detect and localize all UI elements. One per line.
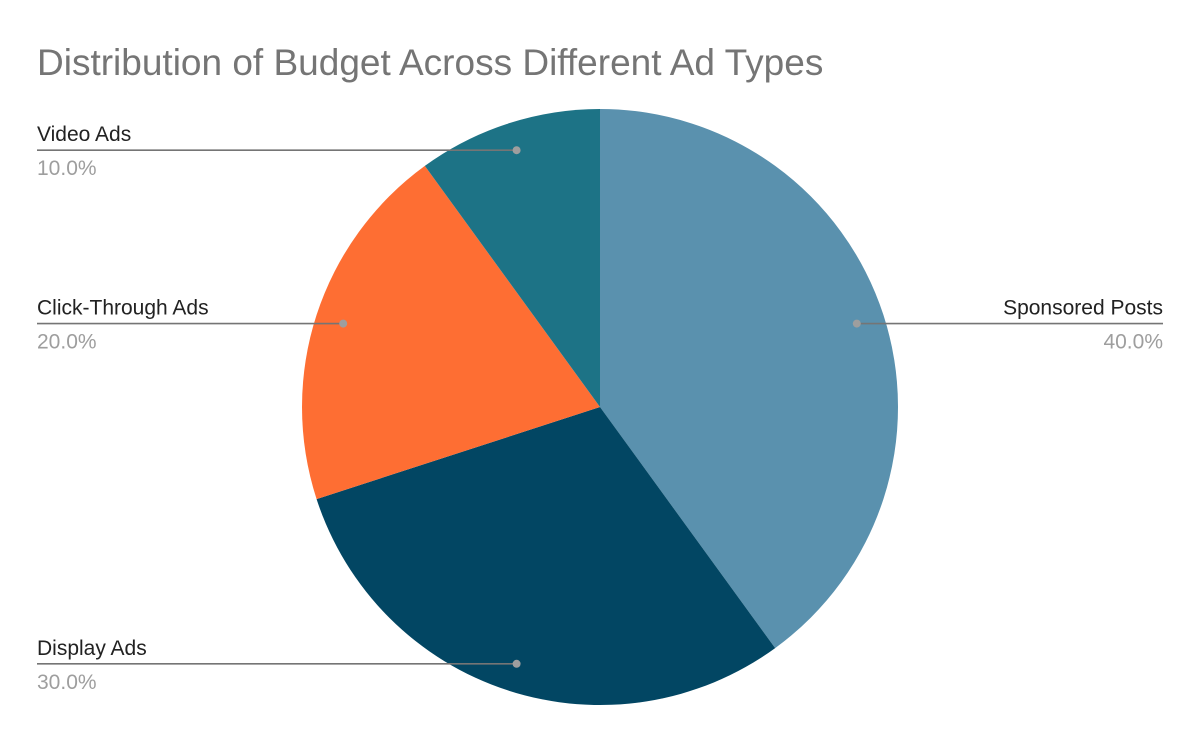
slice-label-sponsored-posts: Sponsored Posts (1003, 297, 1163, 320)
slice-value-sponsored-posts: 40.0% (1103, 331, 1163, 354)
pie-slice-sponsored-posts (600, 109, 899, 649)
pie-slice-click-through-ads (302, 165, 600, 500)
slice-value-video-ads: 10.0% (37, 157, 97, 180)
slice-label-display-ads: Display Ads (37, 637, 147, 660)
leader-dot-display-ads (512, 659, 521, 668)
pie-slice-display-ads (316, 407, 776, 706)
leader-dot-video-ads (512, 146, 521, 155)
pie-slices (302, 108, 899, 706)
slice-labels: Sponsored Posts 40.0% Display Ads 30.0% Clic… (37, 123, 1163, 694)
leader-dot-sponsored-posts (852, 319, 861, 328)
slice-label-click-through-ads: Click-Through Ads (37, 297, 209, 320)
chart-title: Distribution of Budget Across Different … (37, 42, 823, 83)
pie-slice-video-ads (424, 108, 600, 407)
slice-value-display-ads: 30.0% (37, 671, 97, 694)
slice-value-click-through-ads: 20.0% (37, 331, 97, 354)
slice-label-video-ads: Video Ads (37, 123, 131, 146)
leader-dot-click-through-ads (339, 319, 348, 328)
